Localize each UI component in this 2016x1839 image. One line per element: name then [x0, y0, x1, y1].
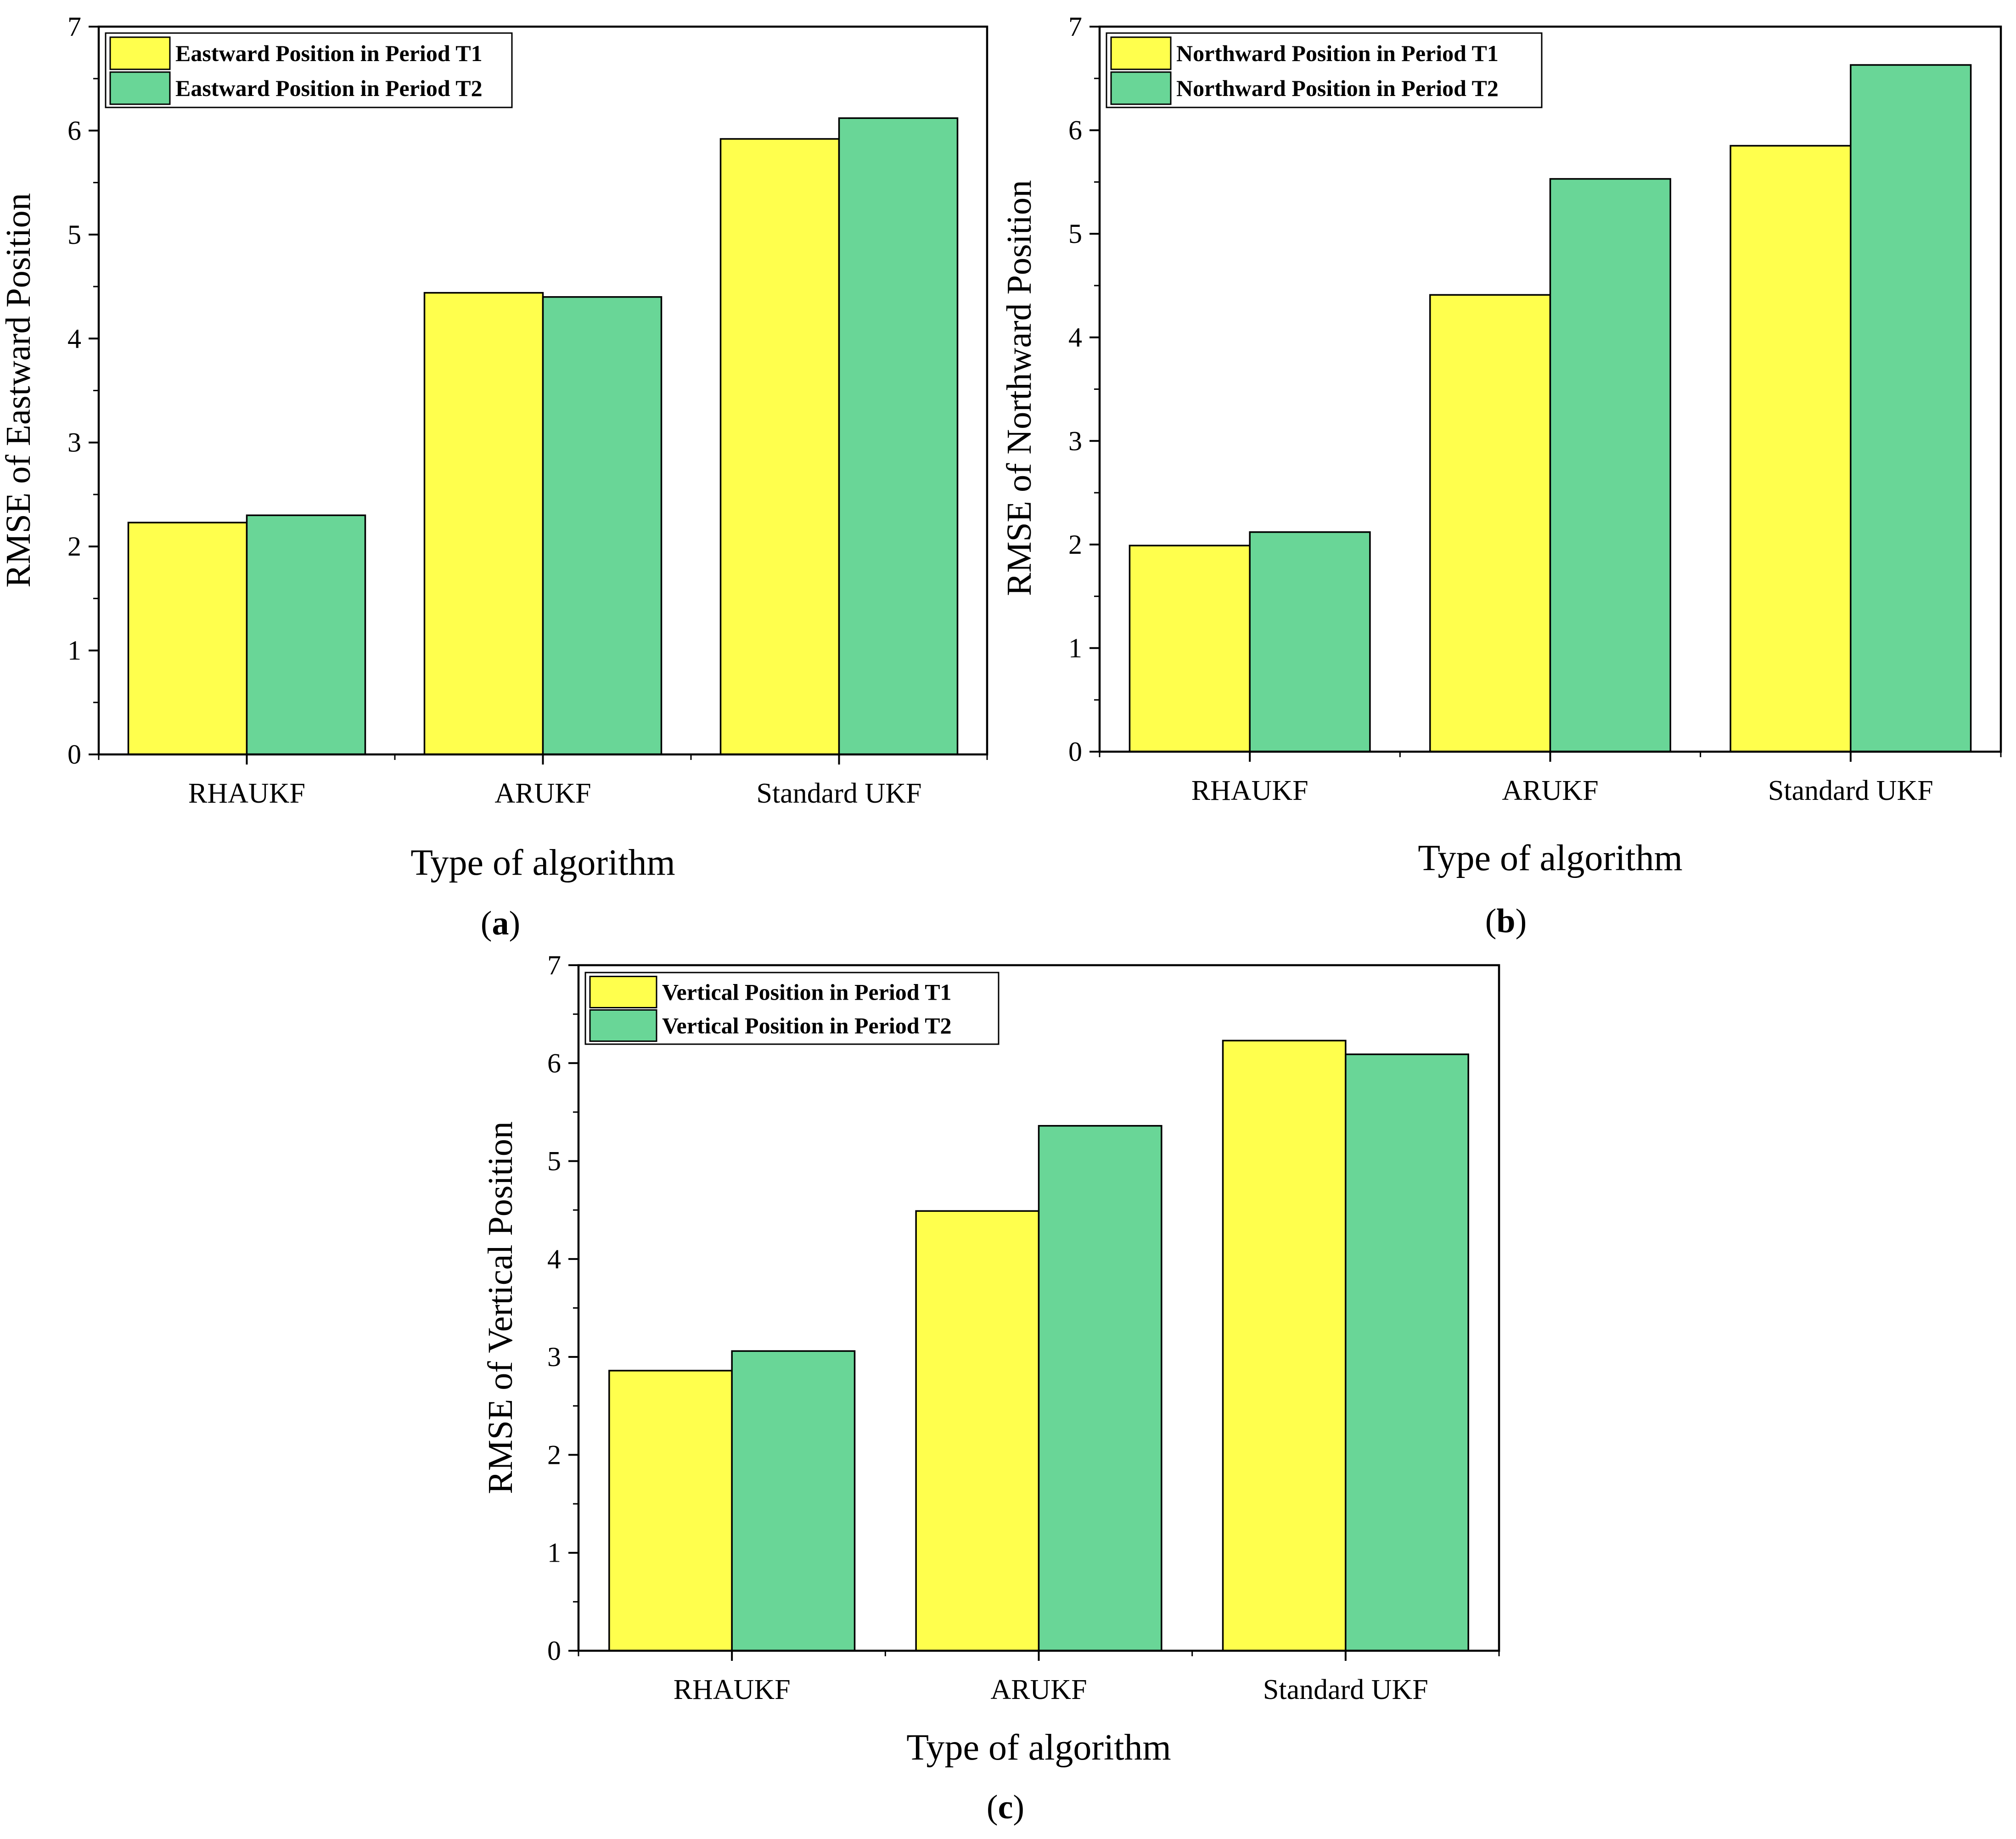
y-tick-label: 1 — [67, 635, 81, 666]
bar-c-series2-rhaukf — [731, 1350, 856, 1652]
x-tick-label: Standard UKF — [1768, 775, 1933, 806]
x-tick-label: Standard UKF — [1263, 1674, 1428, 1705]
legend-swatch — [589, 976, 657, 1008]
x-tick-label: ARUKF — [1502, 775, 1598, 806]
y-tick-label: 7 — [547, 950, 561, 980]
panel-letter: b — [1496, 902, 1515, 940]
y-tick-label: 5 — [547, 1146, 561, 1176]
y-axis-label: RMSE of Northward Position — [1000, 180, 1039, 596]
bar-b-series2-standard-ukf — [1850, 64, 1972, 753]
bar-c-series2-arukf — [1038, 1125, 1162, 1652]
y-tick-label: 3 — [547, 1342, 561, 1372]
legend-swatch — [109, 36, 171, 70]
y-axis-label: RMSE of Vertical Position — [481, 1121, 520, 1494]
y-tick-label: 2 — [67, 531, 81, 562]
bar-b-series2-rhaukf — [1249, 531, 1371, 753]
chart-panel-a: RHAUKF ARUKF Standard UKF 0 1 2 3 4 5 6 7 RMSE of E… — [0, 11, 988, 942]
y-tick-label: 0 — [547, 1636, 561, 1666]
x-axis-label: Type of algorithm — [906, 1727, 1171, 1768]
bar-a-series2-rhaukf — [246, 514, 366, 755]
bar-b-series1-arukf — [1429, 294, 1551, 753]
bar-a-series1-rhaukf — [127, 522, 248, 755]
bar-b-series2-arukf — [1549, 178, 1671, 753]
panel-caption: (c) — [987, 1788, 1024, 1826]
y-tick-label: 4 — [67, 323, 81, 354]
y-tick-label: 4 — [1068, 322, 1082, 353]
y-tick-label: 0 — [1068, 737, 1082, 767]
y-tick-label: 3 — [67, 427, 81, 458]
bar-c-series1-arukf — [915, 1210, 1040, 1652]
bar-c-series1-standard-ukf — [1222, 1040, 1347, 1652]
bar-a-series2-standard-ukf — [838, 117, 959, 755]
y-tick-label: 6 — [547, 1048, 561, 1078]
legend-box — [105, 32, 513, 108]
bar-c-series1-rhaukf — [608, 1370, 733, 1652]
panel-caption: (a) — [481, 905, 520, 942]
y-tick-label: 6 — [1068, 115, 1082, 146]
y-tick-label: 5 — [67, 219, 81, 250]
plot-frame — [577, 964, 1500, 1652]
y-tick-label: 4 — [547, 1244, 561, 1274]
x-tick-label: ARUKF — [494, 778, 591, 809]
bar-b-series1-standard-ukf — [1730, 145, 1852, 753]
plot-frame — [97, 25, 988, 756]
legend-label: Eastward Position in Period T1 — [175, 40, 483, 66]
y-axis-label: RMSE of Eastward Position — [0, 193, 38, 587]
panel-caption: (b) — [1485, 902, 1527, 940]
legend-label: Vertical Position in Period T2 — [662, 1013, 952, 1039]
plot-frame — [1098, 25, 2002, 753]
legend-swatch — [1110, 36, 1172, 70]
legend-swatch — [109, 71, 171, 105]
x-tick-label: RHAUKF — [674, 1674, 791, 1705]
panel-letter: c — [998, 1788, 1013, 1826]
legend-label: Eastward Position in Period T2 — [175, 75, 483, 101]
chart-panel-c: RHAUKF ARUKF Standard UKF 0 1 2 3 4 5 6 7 RMSE of V… — [481, 950, 1500, 1826]
y-tick-label: 7 — [1068, 11, 1082, 42]
x-tick-label: RHAUKF — [1191, 775, 1308, 806]
legend-label: Northward Position in Period T2 — [1176, 75, 1499, 101]
x-axis-label: Type of algorithm — [410, 843, 675, 883]
bar-b-series1-rhaukf — [1129, 545, 1251, 753]
bar-a-series1-arukf — [423, 292, 544, 755]
legend-swatch — [589, 1009, 657, 1042]
x-tick-label: Standard UKF — [757, 778, 922, 809]
y-tick-label: 5 — [1068, 219, 1082, 249]
y-tick-label: 1 — [1068, 633, 1082, 663]
y-tick-label: 1 — [547, 1538, 561, 1568]
legend-label: Northward Position in Period T1 — [1176, 40, 1499, 66]
bar-a-series2-arukf — [542, 296, 663, 755]
chart-panel-b: RHAUKF ARUKF Standard UKF 0 1 2 3 4 5 6 7 RMSE of N… — [1000, 11, 2002, 940]
bar-a-series1-standard-ukf — [719, 138, 840, 755]
panel-letter: a — [492, 905, 509, 942]
legend-label: Vertical Position in Period T1 — [662, 979, 952, 1005]
y-tick-label: 2 — [547, 1440, 561, 1470]
legend-box — [1106, 32, 1543, 108]
x-tick-label: ARUKF — [990, 1674, 1087, 1705]
y-tick-label: 7 — [67, 11, 81, 42]
y-tick-label: 2 — [1068, 529, 1082, 560]
x-axis-label: Type of algorithm — [1418, 838, 1682, 878]
x-tick-label: RHAUKF — [188, 778, 305, 809]
y-tick-label: 3 — [1068, 426, 1082, 456]
y-tick-label: 0 — [67, 739, 81, 770]
bar-c-series2-standard-ukf — [1345, 1053, 1469, 1652]
legend-swatch — [1110, 71, 1172, 105]
y-tick-label: 6 — [67, 115, 81, 146]
